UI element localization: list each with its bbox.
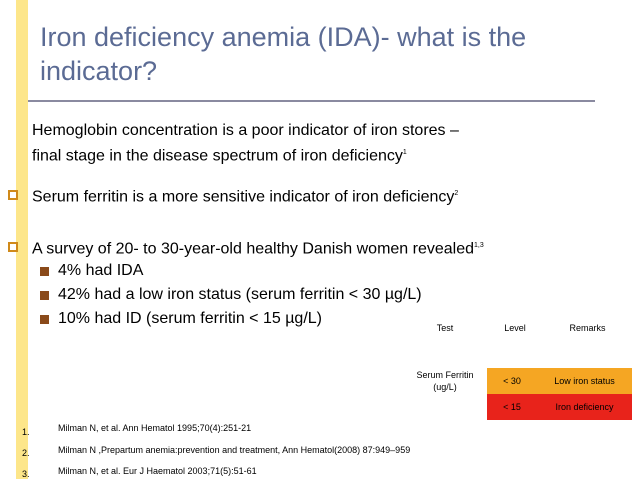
citation: 2	[454, 190, 459, 197]
table-header-test: Test	[436, 323, 454, 333]
title-divider	[28, 100, 595, 102]
reference-number: 2.	[22, 448, 30, 458]
table-cell-remark: Low iron status	[537, 368, 632, 394]
reference-number: 1.	[22, 427, 30, 437]
paragraph-ferritin: Serum ferritin is a more sensitive indic…	[32, 188, 459, 206]
reference-number: 3.	[22, 469, 30, 479]
reference-text: Milman N, et al. Ann Hematol 1995;70(4):…	[58, 423, 252, 433]
reference-text: Milman N ,Prepartum anemia:prevention an…	[58, 445, 411, 455]
table-cell-test: Serum Ferritin (ug/L)	[416, 370, 474, 392]
paragraph-hemoglobin: Hemoglobin concentration is a poor indic…	[32, 120, 592, 167]
citation: 1	[402, 149, 407, 156]
reference-text: Milman N, et al. Eur J Haematol 2003;71(…	[58, 466, 257, 476]
sub-bullet-item: 42% had a low iron status (serum ferriti…	[58, 286, 422, 303]
table-header-remarks: Remarks	[569, 323, 606, 333]
square-bullet-icon	[8, 242, 18, 252]
sub-bullet-item: 10% had ID (serum ferritin < 15 µg/L)	[58, 310, 322, 327]
square-bullet-icon	[8, 190, 18, 200]
table-header-level: Level	[504, 323, 526, 333]
citation: 1,3	[474, 242, 484, 249]
table-cell-level: < 15	[487, 394, 537, 420]
paragraph-line: final stage in the disease spectrum of i…	[32, 147, 407, 165]
sub-bullet-icon	[40, 267, 49, 276]
sub-bullet-icon	[40, 315, 49, 324]
slide-title: Iron deficiency anemia (IDA)- what is th…	[40, 22, 527, 86]
table-cell-remark: Iron deficiency	[537, 394, 632, 420]
paragraph-survey: A survey of 20- to 30-year-old healthy D…	[32, 240, 484, 258]
table-cell-level: < 30	[487, 368, 537, 394]
sub-bullet-item: 4% had IDA	[58, 262, 144, 279]
sub-bullet-icon	[40, 291, 49, 300]
paragraph-line: Hemoglobin concentration is a poor indic…	[32, 122, 459, 139]
accent-bar	[16, 0, 28, 479]
